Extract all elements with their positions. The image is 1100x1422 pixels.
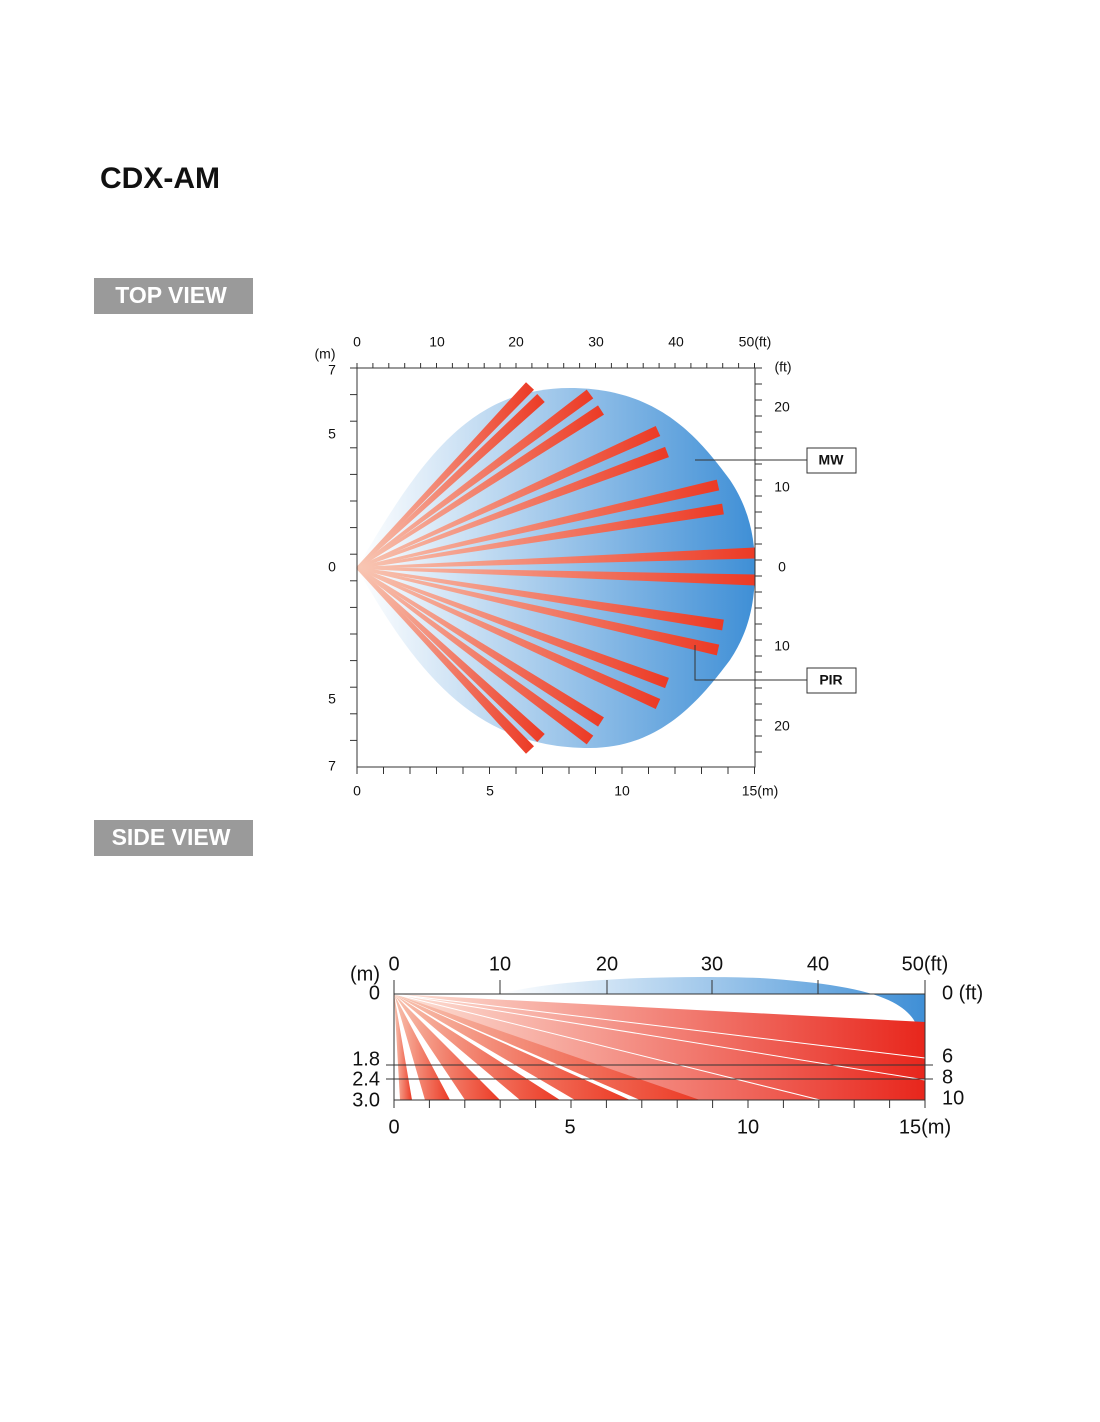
unit-label: (m) [350, 963, 380, 985]
tick-label: 0 (ft) [942, 982, 983, 1004]
tick-label: 7 [328, 362, 336, 378]
pir-beam [394, 994, 450, 1100]
tick-label: 15(m) [742, 783, 779, 799]
section-label: SIDE VIEW [112, 824, 231, 850]
title: CDX-AM [100, 162, 220, 195]
tick-label: 7 [328, 758, 336, 774]
section-badge [94, 278, 253, 314]
callout-box [806, 447, 857, 474]
tick-label: 50(ft) [902, 953, 949, 975]
pir-beam [356, 567, 756, 586]
tick-label: 40 [668, 334, 684, 350]
tick-label: 50(ft) [739, 334, 772, 350]
tick-label: 40 [807, 953, 829, 975]
tick-label: 0 [328, 559, 336, 575]
pir-beam [356, 567, 594, 745]
tick-label: 8 [942, 1066, 953, 1088]
pir-beam [356, 405, 604, 569]
tick-label: 5 [328, 426, 336, 442]
tick-label: 20 [774, 718, 790, 734]
tick-label: 10 [489, 953, 511, 975]
pir-beam [356, 425, 661, 569]
pir-zone [394, 994, 925, 1100]
callout-line [694, 645, 807, 681]
pir-beam [394, 994, 412, 1100]
beam-edge [393, 993, 926, 1081]
tick-label: 15(m) [899, 1116, 951, 1138]
tick-label: 10 [614, 783, 630, 799]
pir-beam [356, 503, 724, 569]
callout-label: MW [819, 452, 845, 468]
tick-label: 10 [774, 479, 790, 495]
tick-label: 0 [353, 783, 361, 799]
beam-edge [393, 993, 926, 1059]
tick-label: 6 [942, 1045, 953, 1067]
pir-beam [356, 567, 545, 743]
tick-label: 20 [774, 399, 790, 415]
tick-label: 10 [774, 638, 790, 654]
pir-beam [356, 567, 669, 689]
plot-frame [356, 367, 756, 768]
pir-beam [394, 994, 630, 1100]
plot-frame [393, 993, 926, 1101]
section-label: TOP VIEW [115, 282, 227, 308]
pir-beam [356, 567, 661, 710]
tick-label: 3.0 [352, 1089, 380, 1111]
tick-label: 10 [942, 1087, 964, 1109]
pir-beam [356, 393, 545, 569]
tick-label: 1.8 [352, 1048, 380, 1070]
pir-beam [356, 567, 724, 631]
pir-beam [356, 567, 604, 727]
pir-beam [394, 994, 560, 1100]
callout-label: PIR [819, 672, 842, 688]
tick-label: 10 [429, 334, 445, 350]
tick-label: 20 [596, 953, 618, 975]
section-badge [94, 820, 253, 856]
pir-beam [356, 382, 534, 569]
tick-label: 30 [701, 953, 723, 975]
tick-label: 5 [328, 691, 336, 707]
tick-label: 0 [353, 334, 361, 350]
tick-label: 30 [588, 334, 604, 350]
unit-label: (ft) [774, 359, 791, 375]
tick-label: 0 [778, 559, 786, 575]
tick-label: 5 [486, 783, 494, 799]
tick-label: 0 [388, 1116, 399, 1138]
tick-label: 5 [564, 1116, 575, 1138]
top-view: 0 10 20 30 40 50(ft) 7 5 0 5 7 20 10 0 10 20 0 5 10 15(m) M… [315, 334, 857, 799]
pir-beam [356, 479, 720, 569]
tick-label: 20 [508, 334, 524, 350]
pir-beam [356, 547, 756, 569]
pir-beam [356, 446, 669, 569]
mw-zone [500, 976, 925, 1022]
beam-edge [393, 993, 821, 1101]
pir-beam [356, 567, 534, 754]
tick-label: 10 [737, 1116, 759, 1138]
unit-label: (m) [315, 346, 336, 362]
tick-label: 2.4 [352, 1068, 380, 1090]
tick-label: 0 [388, 953, 399, 975]
pir-beam [394, 994, 700, 1100]
pir-beam [356, 389, 594, 569]
callout-box [806, 667, 857, 694]
pir-beam [394, 994, 500, 1100]
tick-label: 0 [369, 982, 380, 1004]
pir-beam [356, 567, 720, 656]
